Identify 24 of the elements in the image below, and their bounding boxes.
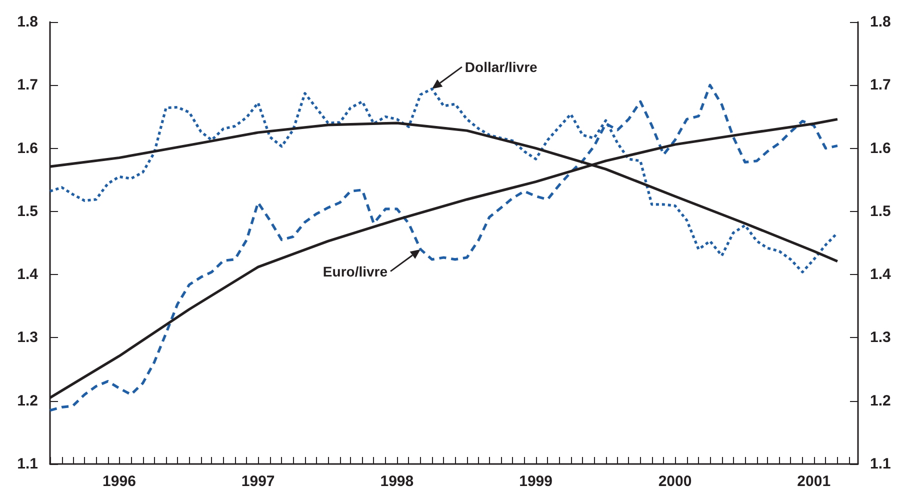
y-tick-label: 1.3 <box>17 329 38 346</box>
y-tick-label: 1.7 <box>17 76 38 94</box>
y-tick-label: 1.2 <box>17 392 38 410</box>
y2-tick-label: 1.1 <box>870 456 891 472</box>
y-tick-label: 1.5 <box>17 202 38 220</box>
x-tick-label: 1999 <box>519 473 552 490</box>
y2-tick-label: 1.2 <box>870 392 891 410</box>
y2-tick-label: 1.8 <box>870 14 891 30</box>
annotation: Euro/livre <box>322 263 388 280</box>
annotation: Dollar/livre <box>464 58 538 75</box>
y2-tick-label: 1.4 <box>870 266 892 284</box>
x-tick-label: 2000 <box>658 473 692 490</box>
y2-tick-label: 1.5 <box>870 202 891 220</box>
x-tick-label: 2001 <box>797 473 831 490</box>
y2-tick-label: 1.3 <box>870 329 891 346</box>
x-tick-label: 1996 <box>102 473 136 490</box>
y-tick-label: 1.8 <box>17 14 38 30</box>
y-tick-label: 1.4 <box>17 266 39 284</box>
y2-tick-label: 1.7 <box>870 76 891 94</box>
x-tick-label: 1997 <box>241 473 275 490</box>
x-tick-label: 1998 <box>380 473 414 490</box>
y2-tick-label: 1.6 <box>870 140 891 157</box>
y-tick-label: 1.1 <box>17 456 38 472</box>
y-tick-label: 1.6 <box>17 140 38 157</box>
